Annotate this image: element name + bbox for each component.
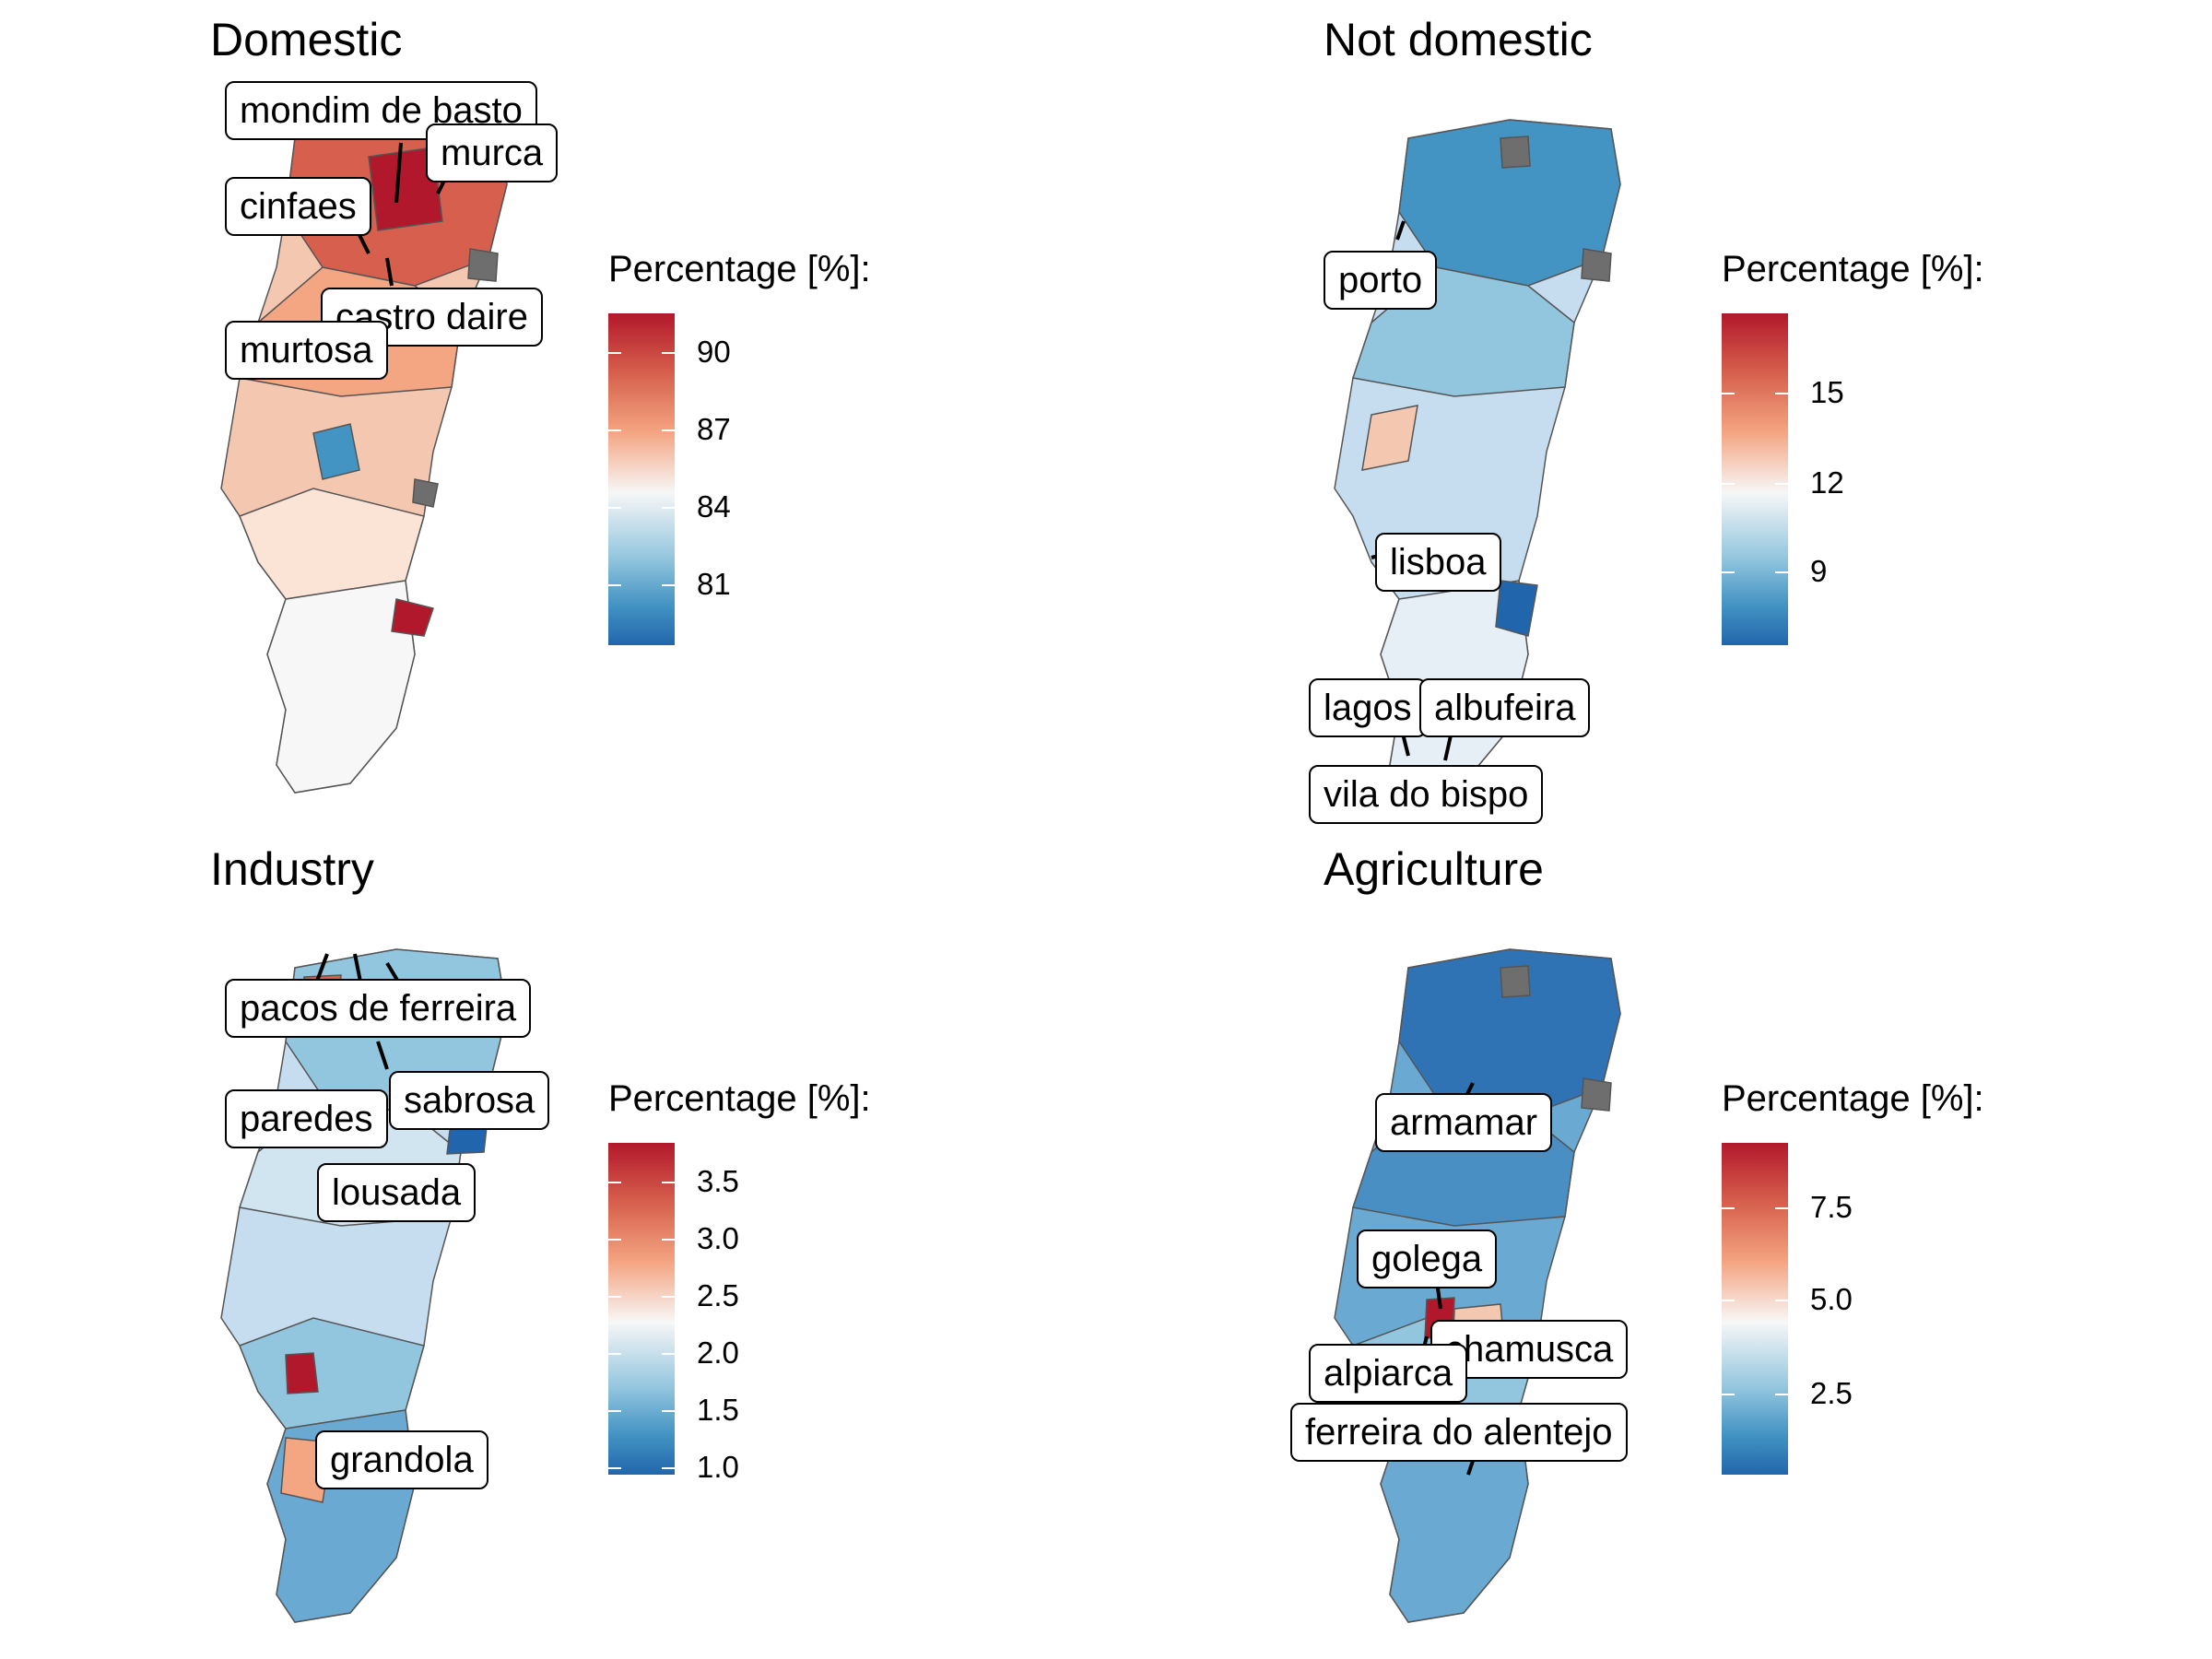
legend-tick: 3.0 — [697, 1221, 739, 1255]
legend-tick: 87 — [697, 412, 731, 446]
legend-title: Percentage [%]: — [608, 1078, 871, 1119]
legend-tick: 81 — [697, 567, 731, 601]
legend-tick: 9 — [1810, 554, 1828, 588]
legend-tick: 12 — [1810, 465, 1844, 500]
legend-color-bar — [1722, 1143, 1788, 1475]
map-label-lisboa: lisboa — [1375, 533, 1501, 592]
legend-tick: 15 — [1810, 375, 1844, 409]
panel-title: Industry — [210, 843, 374, 895]
map-label-murtosa: murtosa — [225, 321, 388, 380]
legend-title: Percentage [%]: — [608, 249, 871, 289]
legend-color-bar — [608, 313, 675, 645]
legend-tick: 5.0 — [1810, 1282, 1853, 1316]
color-legend: Percentage [%]: 90 87 84 81 — [608, 249, 940, 673]
map-label-paredes: paredes — [225, 1089, 388, 1148]
panel-title: Agriculture — [1324, 843, 1544, 895]
map-label-castro-daire: castro daire — [321, 288, 543, 347]
map-label-armamar: armamar — [1375, 1093, 1553, 1152]
map-label-golega: golega — [1357, 1230, 1498, 1288]
map-label-vila-do-bispo: vila do bispo — [1309, 765, 1544, 824]
legend-title: Percentage [%]: — [1722, 249, 1984, 289]
map-panel-industry: Industry pacos de ferreira paredes sabro… — [0, 830, 1106, 1659]
map-label-albufeira: albufeira — [1419, 678, 1591, 737]
map-label-pacos-de-ferreira: pacos de ferreira — [225, 979, 532, 1038]
map-label-sabrosa: sabrosa — [389, 1071, 550, 1130]
map-label-porto: porto — [1324, 251, 1438, 310]
legend-tick: 2.5 — [1810, 1376, 1853, 1410]
map-panel-not-domestic: Not domestic porto lisboa lagos albufeir… — [1106, 0, 2212, 830]
legend-color-bar — [1722, 313, 1788, 645]
legend-tick: 2.5 — [697, 1278, 739, 1312]
map-label-murca: murca — [426, 124, 559, 182]
legend-title: Percentage [%]: — [1722, 1078, 1984, 1119]
panel-title: Not domestic — [1324, 14, 1593, 65]
map-label-lousada: lousada — [317, 1163, 477, 1222]
color-legend: Percentage [%]: 7.5 5.0 2.5 — [1722, 1078, 2053, 1502]
legend-color-bar — [608, 1143, 675, 1475]
map-label-grandola: grandola — [315, 1430, 488, 1489]
map-label-lagos: lagos — [1309, 678, 1427, 737]
color-legend: Percentage [%]: 15 12 9 — [1722, 249, 2053, 673]
map-label-cinfaes: cinfaes — [225, 177, 371, 236]
legend-tick: 7.5 — [1810, 1190, 1853, 1224]
legend-tick: 3.5 — [697, 1164, 739, 1198]
legend-tick: 90 — [697, 335, 731, 369]
map-fill — [220, 948, 508, 1623]
map-label-ferreira-do-alentejo: ferreira do alentejo — [1290, 1403, 1628, 1462]
legend-tick: 2.0 — [697, 1335, 739, 1370]
map-panel-domestic: Domestic mondim de basto murca cinfaes c… — [0, 0, 1106, 830]
legend-tick: 1.5 — [697, 1393, 739, 1427]
legend-tick: 1.0 — [697, 1450, 739, 1484]
panel-title: Domestic — [210, 14, 403, 65]
map-panel-agriculture: Agriculture armamar golega chamusca alpi… — [1106, 830, 2212, 1659]
map-label-alpiarca: alpiarca — [1309, 1344, 1468, 1403]
color-legend: Percentage [%]: 3.5 3.0 2.5 2.0 1.5 1.0 — [608, 1078, 940, 1502]
legend-tick: 84 — [697, 489, 731, 524]
